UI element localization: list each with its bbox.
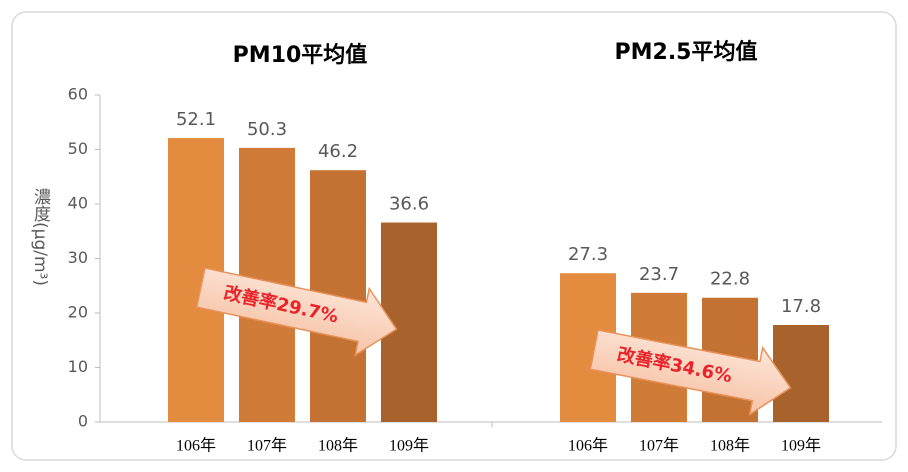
x-tick-label: 108年 — [710, 437, 750, 455]
x-tick-label: 106年 — [176, 437, 216, 455]
arrow-shape — [589, 329, 792, 417]
x-tick-label: 107年 — [247, 437, 287, 455]
chart-title: PM10平均值 — [233, 42, 368, 68]
value-label: 36.6 — [389, 194, 429, 215]
arrow-shape — [195, 267, 398, 357]
value-label: 17.8 — [781, 296, 821, 317]
y-tick-label: 50 — [68, 139, 88, 158]
y-tick-label: 20 — [68, 303, 88, 322]
y-axis-label: 濃度(μg/m³) — [30, 188, 51, 286]
annotation-arrow: 改善率29.7% — [195, 267, 398, 357]
value-label: 23.7 — [639, 264, 679, 285]
y-tick-label: 60 — [68, 85, 88, 104]
y-tick-label: 40 — [68, 194, 88, 213]
y-tick-label: 0 — [78, 412, 88, 431]
y-tick-label: 10 — [68, 357, 88, 376]
x-tick-label: 106年 — [568, 437, 608, 455]
value-label: 46.2 — [318, 141, 358, 162]
chart-title: PM2.5平均值 — [615, 39, 758, 65]
y-tick-label: 30 — [68, 248, 88, 267]
bar — [773, 324, 829, 422]
value-label: 27.3 — [568, 244, 608, 265]
value-label: 22.8 — [710, 269, 750, 290]
x-tick-label: 109年 — [781, 437, 821, 455]
x-tick-label: 108年 — [318, 437, 358, 455]
x-tick-label: 107年 — [639, 437, 679, 455]
x-tick-label: 109年 — [389, 437, 429, 455]
value-label: 50.3 — [247, 119, 287, 140]
value-label: 52.1 — [176, 109, 216, 130]
